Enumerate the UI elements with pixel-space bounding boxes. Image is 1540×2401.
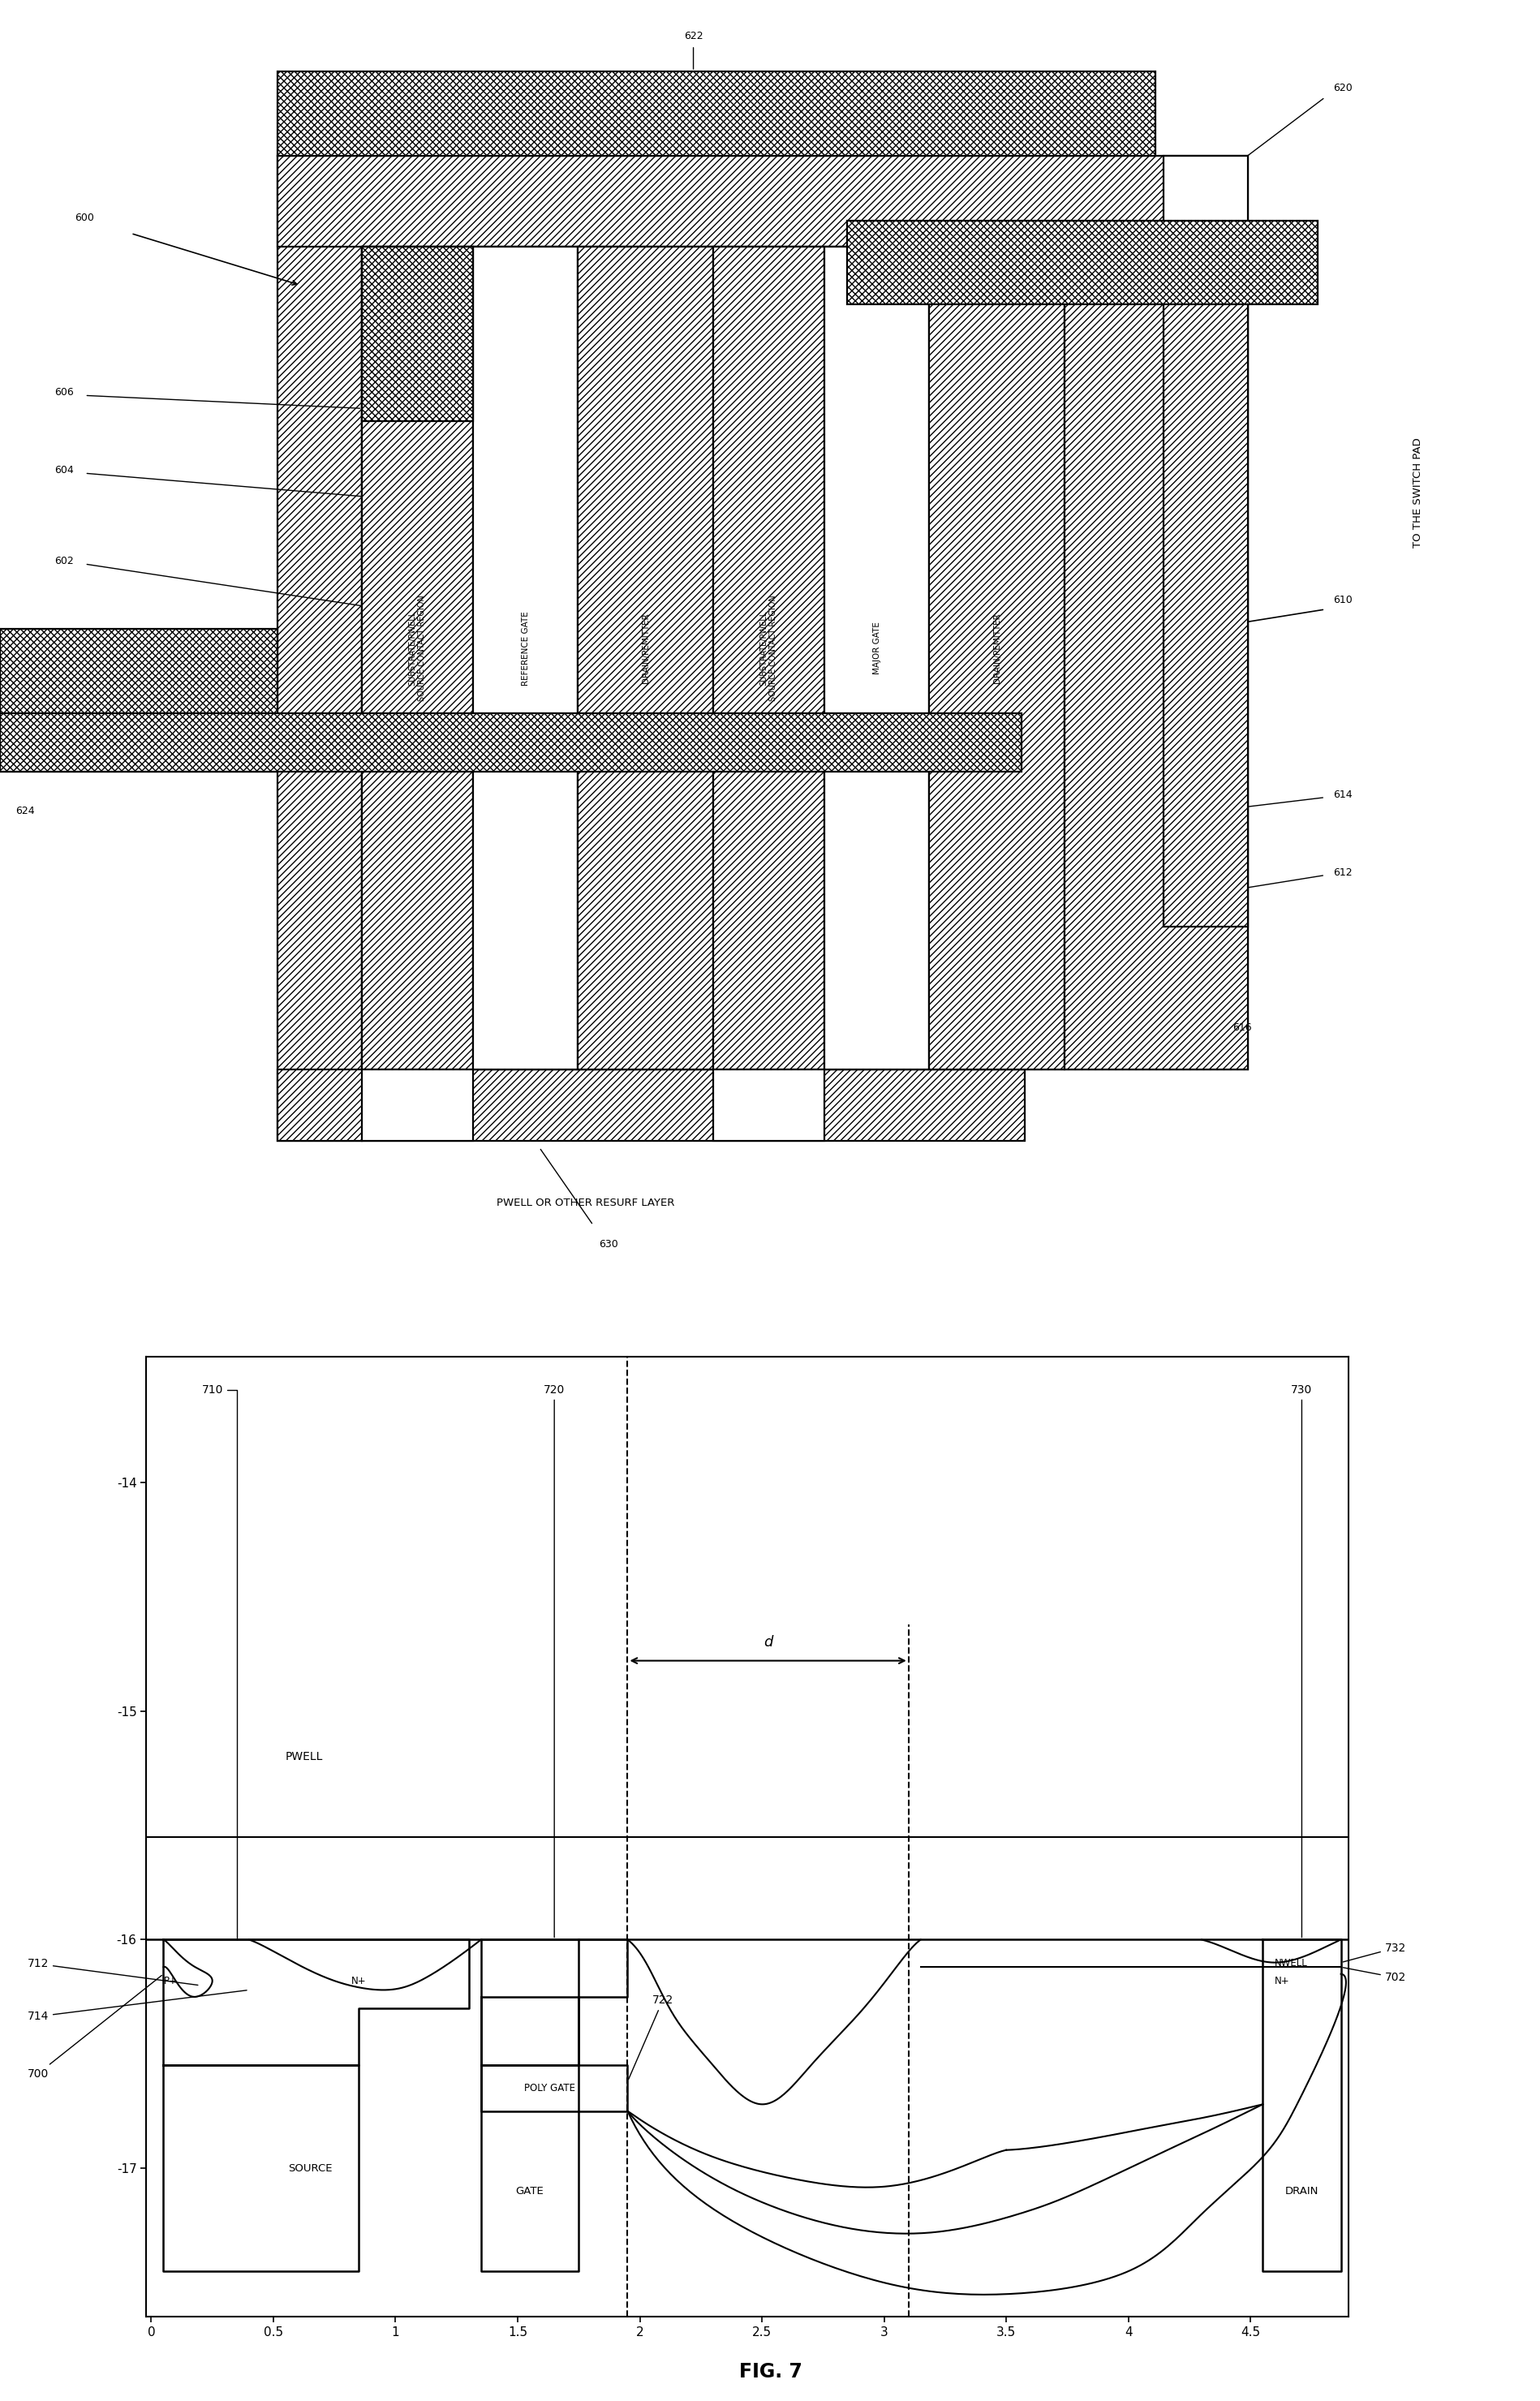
Text: 616: 616	[1232, 1023, 1250, 1032]
Text: GATE: GATE	[516, 2185, 544, 2197]
Text: 602: 602	[54, 557, 74, 567]
Text: SUBSTRATE/PWELL
SOURCE CONTACT REGION: SUBSTRATE/PWELL SOURCE CONTACT REGION	[408, 595, 427, 701]
Bar	[713, 247, 824, 1071]
Text: 630: 630	[599, 1239, 618, 1249]
Text: PWELL OR OTHER RESURF LAYER: PWELL OR OTHER RESURF LAYER	[496, 1198, 675, 1208]
Text: P+: P+	[163, 1976, 177, 1986]
Text: 604: 604	[54, 466, 74, 475]
Bar	[277, 72, 1155, 156]
Text: TO THE SWITCH PAD: TO THE SWITCH PAD	[1412, 437, 1421, 547]
Bar	[1163, 156, 1247, 221]
Text: 722: 722	[628, 1995, 673, 2079]
Text: SUBSTRATE/PWELL
SOURCE CONTACT REGION: SUBSTRATE/PWELL SOURCE CONTACT REGION	[759, 595, 778, 701]
Bar	[824, 247, 929, 1071]
Text: 606: 606	[54, 387, 74, 399]
Text: SOURCE: SOURCE	[288, 2163, 333, 2173]
Text: 620: 620	[1332, 82, 1352, 94]
Bar	[473, 247, 578, 1071]
Text: DRAIN/PEMITTER: DRAIN/PEMITTER	[641, 612, 650, 684]
Text: 612: 612	[1332, 867, 1351, 879]
Text: N+: N+	[1274, 1976, 1289, 1986]
Bar	[277, 156, 362, 1140]
Text: 714: 714	[28, 1990, 246, 2022]
Text: 600: 600	[75, 211, 94, 223]
Text: 702: 702	[1343, 1966, 1406, 1983]
Text: FIG. 7: FIG. 7	[738, 2363, 802, 2382]
Text: 700: 700	[28, 1976, 162, 2079]
Bar	[0, 713, 1021, 771]
Bar	[847, 221, 1317, 305]
Bar	[277, 156, 1247, 247]
Text: PWELL: PWELL	[285, 1750, 323, 1762]
Text: 730: 730	[1291, 1383, 1312, 1938]
Text: DRAIN: DRAIN	[1284, 2185, 1318, 2197]
Text: N+: N+	[351, 1976, 367, 1986]
Bar	[1064, 247, 1247, 1071]
Bar	[929, 247, 1064, 1071]
Bar	[362, 247, 473, 1071]
Text: 622: 622	[684, 31, 702, 41]
Bar	[578, 247, 713, 1071]
Text: d: d	[762, 1635, 772, 1649]
Text: MAJOR GATE: MAJOR GATE	[872, 622, 881, 675]
Text: 720: 720	[544, 1383, 565, 1938]
Text: DRAIN/PEMITTER: DRAIN/PEMITTER	[992, 612, 1001, 684]
Bar	[713, 1071, 824, 1140]
Bar	[1163, 247, 1247, 927]
Text: 732: 732	[1343, 1942, 1406, 1962]
Bar	[0, 629, 277, 771]
Bar	[277, 1071, 1024, 1140]
Text: POLY GATE: POLY GATE	[524, 2084, 574, 2094]
Text: FIG. 6: FIG. 6	[707, 1359, 772, 1378]
Bar	[362, 247, 1247, 1071]
Text: 712: 712	[28, 1959, 197, 1986]
Bar	[362, 247, 473, 423]
Text: 610: 610	[1332, 595, 1352, 605]
Bar	[362, 1071, 473, 1140]
Text: NWELL: NWELL	[1274, 1957, 1307, 1969]
Text: 710: 710	[202, 1383, 237, 1938]
Text: 614: 614	[1332, 790, 1351, 800]
Text: 624: 624	[15, 807, 34, 816]
Text: REFERENCE GATE: REFERENCE GATE	[521, 610, 530, 687]
